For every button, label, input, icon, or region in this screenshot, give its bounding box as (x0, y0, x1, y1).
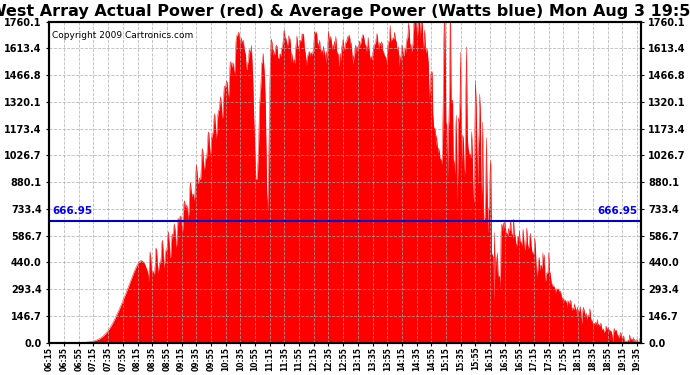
Text: 666.95: 666.95 (598, 206, 638, 216)
Text: 666.95: 666.95 (52, 206, 92, 216)
Text: Copyright 2009 Cartronics.com: Copyright 2009 Cartronics.com (52, 32, 194, 40)
Title: West Array Actual Power (red) & Average Power (Watts blue) Mon Aug 3 19:56: West Array Actual Power (red) & Average … (0, 4, 690, 19)
